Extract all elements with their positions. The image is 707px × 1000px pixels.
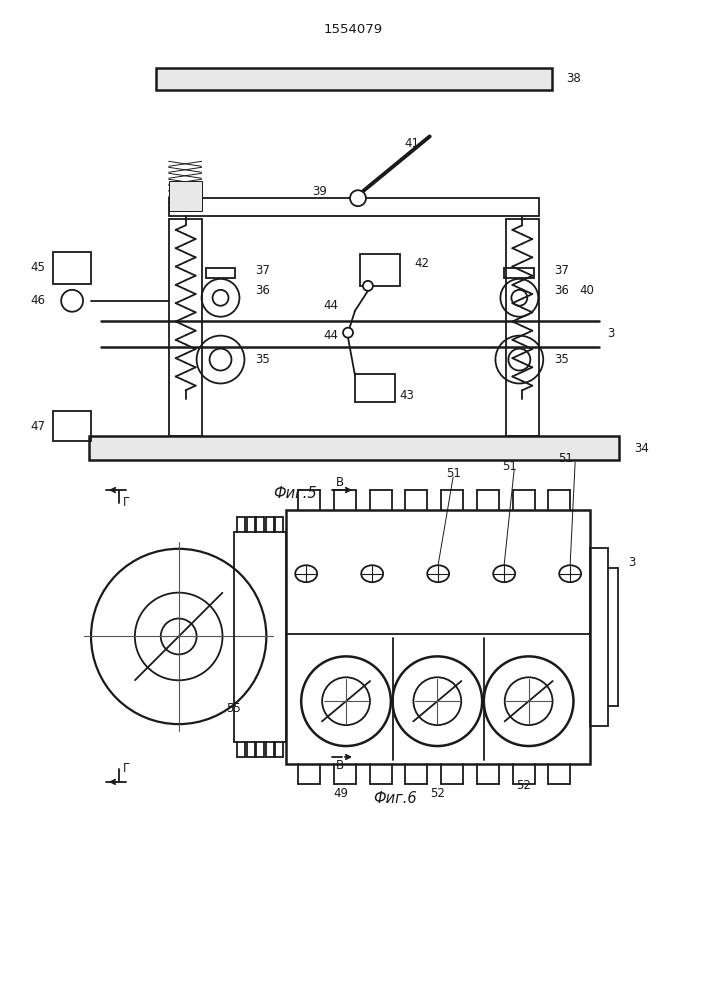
Text: 3: 3 xyxy=(607,327,614,340)
Circle shape xyxy=(343,328,353,338)
Text: 39: 39 xyxy=(312,185,327,198)
Bar xyxy=(169,181,201,211)
Text: 45: 45 xyxy=(30,261,45,274)
Bar xyxy=(89,436,619,460)
Text: 37: 37 xyxy=(255,264,270,277)
Text: 52: 52 xyxy=(516,779,531,792)
Text: 38: 38 xyxy=(566,72,581,85)
Circle shape xyxy=(350,190,366,206)
Text: 36: 36 xyxy=(554,284,569,297)
Text: 37: 37 xyxy=(554,264,569,277)
Text: 1554079: 1554079 xyxy=(323,23,382,36)
Bar xyxy=(355,374,395,402)
Text: 51: 51 xyxy=(558,452,573,465)
Bar xyxy=(169,219,201,436)
Text: 41: 41 xyxy=(405,137,420,150)
Bar xyxy=(53,252,91,284)
Text: В: В xyxy=(336,476,344,489)
Text: 43: 43 xyxy=(400,389,415,402)
Text: Фиг.6: Фиг.6 xyxy=(373,791,416,806)
Text: 34: 34 xyxy=(634,442,649,455)
Text: 46: 46 xyxy=(30,294,45,307)
Bar xyxy=(504,268,534,278)
Text: 42: 42 xyxy=(415,257,430,270)
Text: 3: 3 xyxy=(628,556,636,569)
Text: 44: 44 xyxy=(323,329,338,342)
Text: 51: 51 xyxy=(502,460,517,473)
Text: 40: 40 xyxy=(579,284,594,297)
Text: 51: 51 xyxy=(445,467,460,480)
Bar xyxy=(53,411,91,441)
Bar xyxy=(169,198,539,216)
Text: 35: 35 xyxy=(255,353,270,366)
Text: 35: 35 xyxy=(554,353,569,366)
Text: 36: 36 xyxy=(255,284,270,297)
Bar xyxy=(235,532,286,742)
Bar xyxy=(506,219,539,436)
Text: 55: 55 xyxy=(226,702,241,715)
Bar xyxy=(206,268,235,278)
Text: Г: Г xyxy=(123,496,130,509)
Text: 52: 52 xyxy=(430,787,445,800)
Text: 49: 49 xyxy=(334,787,349,800)
Text: Фиг.5: Фиг.5 xyxy=(274,486,317,501)
Bar xyxy=(360,254,400,286)
Text: Г: Г xyxy=(123,762,130,775)
Text: В: В xyxy=(336,759,344,772)
Bar xyxy=(156,68,552,90)
Bar xyxy=(286,510,590,764)
Text: 44: 44 xyxy=(323,299,338,312)
Text: 47: 47 xyxy=(30,420,45,433)
Bar xyxy=(590,548,608,726)
Circle shape xyxy=(363,281,373,291)
